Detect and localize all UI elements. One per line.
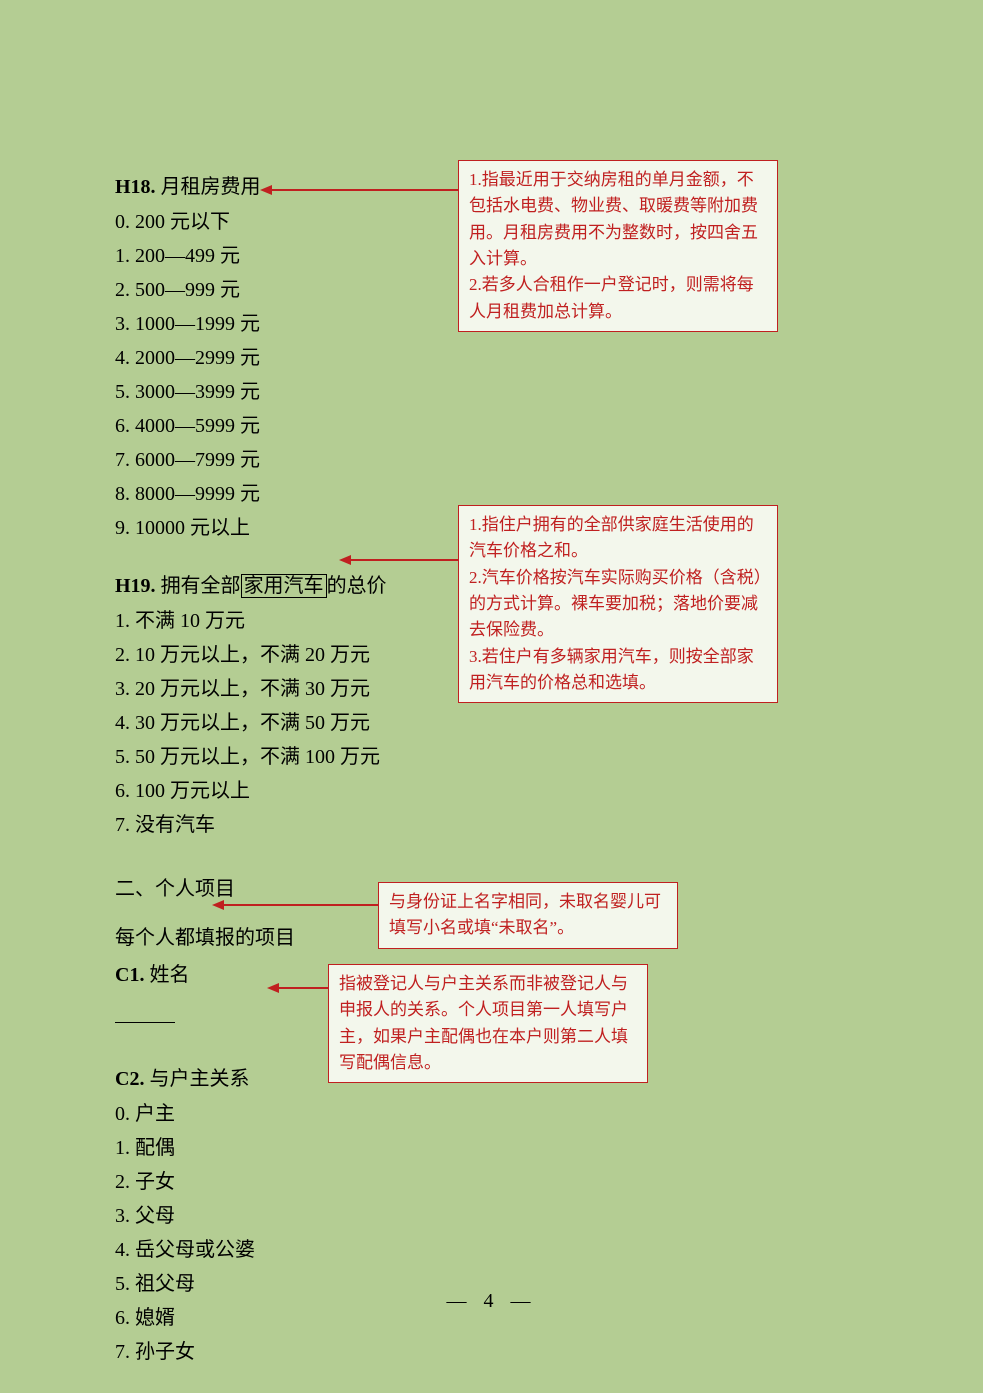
option: 6. 100 万元以上 — [115, 774, 435, 808]
option: 8. 8000—9999 元 — [115, 477, 435, 511]
main-content: H18. 月租房费用 0. 200 元以下1. 200—499 元2. 500—… — [115, 170, 435, 1393]
option: 1. 配偶 — [115, 1131, 435, 1165]
option: 5. 3000—3999 元 — [115, 375, 435, 409]
c2-text: 与户主关系 — [144, 1068, 249, 1090]
option: 0. 200 元以下 — [115, 205, 435, 239]
h19-code: H19. — [115, 575, 156, 597]
note-h19: 1.指住户拥有的全部供家庭生活使用的汽车价格之和。 2.汽车价格按汽车实际购买价… — [458, 505, 778, 703]
c2-options: 0. 户主1. 配偶2. 子女3. 父母4. 岳父母或公婆5. 祖父母6. 媳婿… — [115, 1097, 435, 1369]
option: 9. 10000 元以上 — [115, 511, 435, 545]
option: 7. 没有汽车 — [115, 808, 435, 842]
question-h19: H19. 拥有全部家用汽车的总价 1. 不满 10 万元2. 10 万元以上，不… — [115, 569, 435, 842]
h19-boxed: 家用汽车 — [241, 574, 327, 598]
option: 3. 父母 — [115, 1199, 435, 1233]
option: 0. 户主 — [115, 1097, 435, 1131]
c1-code: C1. — [115, 964, 144, 986]
note-c2: 指被登记人与户主关系而非被登记人与申报人的关系。个人项目第一人填写户主，如果户主… — [328, 964, 648, 1083]
option: 5. 50 万元以上，不满 100 万元 — [115, 740, 435, 774]
h19-title: H19. 拥有全部家用汽车的总价 — [115, 569, 435, 598]
c1-blank — [115, 1005, 175, 1023]
h18-text: 月租房费用 — [156, 176, 261, 198]
page-number: — 4 — — [0, 1290, 983, 1313]
option: 7. 孙子女 — [115, 1335, 435, 1369]
h19-post: 的总价 — [327, 575, 387, 597]
option: 1. 不满 10 万元 — [115, 604, 435, 638]
option: 4. 30 万元以上，不满 50 万元 — [115, 706, 435, 740]
h19-options: 1. 不满 10 万元2. 10 万元以上，不满 20 万元3. 20 万元以上… — [115, 604, 435, 842]
option: 1. 200—499 元 — [115, 239, 435, 273]
option: 3. 1000—1999 元 — [115, 307, 435, 341]
note-c1: 与身份证上名字相同，未取名婴儿可填写小名或填“未取名”。 — [378, 882, 678, 949]
option: 4. 岳父母或公婆 — [115, 1233, 435, 1267]
option: 3. 20 万元以上，不满 30 万元 — [115, 672, 435, 706]
h19-pre: 拥有全部 — [156, 575, 241, 597]
option: 2. 500—999 元 — [115, 273, 435, 307]
option: 2. 子女 — [115, 1165, 435, 1199]
option: 4. 2000—2999 元 — [115, 341, 435, 375]
note-h18: 1.指最近用于交纳房租的单月金额，不包括水电费、物业费、取暖费等附加费用。月租房… — [458, 160, 778, 332]
h18-code: H18. — [115, 176, 156, 198]
h18-options: 0. 200 元以下1. 200—499 元2. 500—999 元3. 100… — [115, 205, 435, 545]
option: 2. 10 万元以上，不满 20 万元 — [115, 638, 435, 672]
option: 6. 4000—5999 元 — [115, 409, 435, 443]
h18-title: H18. 月租房费用 — [115, 170, 435, 199]
question-h18: H18. 月租房费用 0. 200 元以下1. 200—499 元2. 500—… — [115, 170, 435, 545]
question-c2: C2. 与户主关系 0. 户主1. 配偶2. 子女3. 父母4. 岳父母或公婆5… — [115, 1062, 435, 1369]
c2-code: C2. — [115, 1068, 144, 1090]
option: 7. 6000—7999 元 — [115, 443, 435, 477]
c1-text: 姓名 — [144, 964, 189, 986]
